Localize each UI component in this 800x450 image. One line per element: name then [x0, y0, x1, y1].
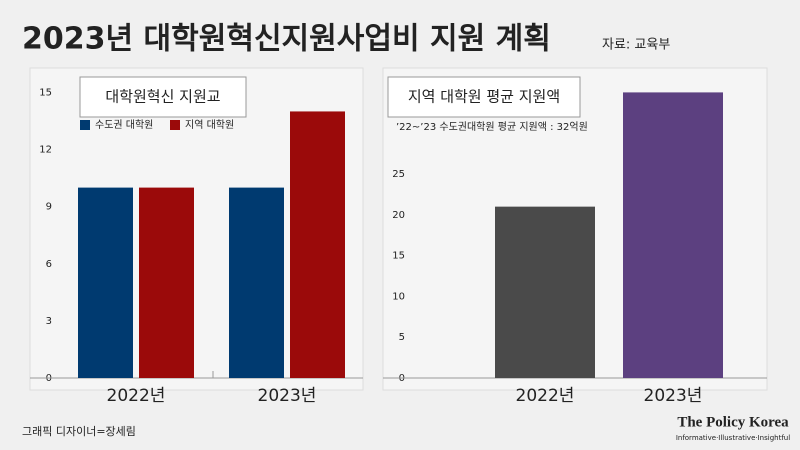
x-tick-label: 2022년 — [516, 386, 575, 406]
legend-swatch — [170, 120, 180, 130]
tagline: Informative·Illustrative·Insightful — [676, 434, 790, 442]
x-tick-label: 2023년 — [644, 386, 703, 406]
chart-title: 대학원혁신 지원교 — [105, 88, 220, 106]
y-tick-label: 15 — [392, 251, 405, 262]
y-tick-label: 15 — [39, 87, 52, 98]
y-tick-label: 12 — [39, 145, 52, 156]
bar — [290, 111, 345, 378]
credit: 그래픽 디자이너=장세림 — [22, 425, 136, 438]
bar — [623, 92, 723, 379]
brand: The Policy Korea — [677, 414, 789, 430]
page-title: 2023년 대학원혁신지원사업비 지원 계획 — [22, 22, 551, 57]
x-tick-label: 2022년 — [107, 386, 166, 406]
chart-title: 지역 대학원 평균 지원액 — [408, 88, 560, 106]
y-tick-label: 6 — [46, 259, 52, 270]
legend-label: 지역 대학원 — [185, 119, 234, 131]
annotation: ’22~’23 수도권대학원 평균 지원액 : 32억원 — [396, 121, 588, 133]
y-tick-label: 3 — [46, 316, 52, 327]
bar — [78, 187, 133, 378]
y-tick-label: 25 — [392, 169, 405, 180]
bar — [229, 187, 284, 378]
panel-title-box — [79, 76, 247, 118]
legend-swatch — [80, 120, 90, 130]
y-tick-label: 10 — [392, 291, 405, 302]
source: 자료: 교육부 — [602, 38, 670, 53]
y-tick-label: 5 — [399, 332, 405, 343]
bar — [495, 206, 595, 378]
bar — [139, 187, 194, 378]
y-tick-label: 9 — [46, 202, 52, 213]
y-tick-label: 20 — [392, 210, 405, 221]
legend-label: 수도권 대학원 — [95, 119, 153, 131]
panel-title-box — [387, 76, 581, 118]
x-tick-label: 2023년 — [258, 386, 317, 406]
